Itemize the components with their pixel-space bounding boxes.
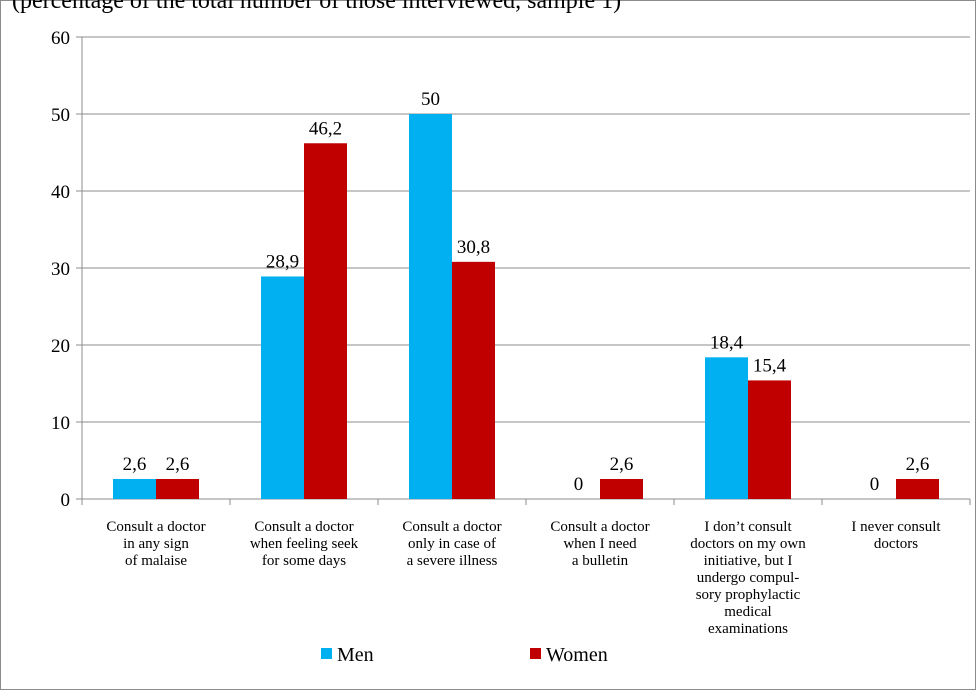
x-tick-label-line: undergo compul- bbox=[697, 570, 800, 586]
chart-title: (percentage of the total number of those… bbox=[12, 0, 622, 14]
x-tick-label: Consult a doctor when I need a bulletin bbox=[550, 519, 649, 569]
y-tick-label: 10 bbox=[51, 413, 70, 434]
y-tick-label: 0 bbox=[61, 490, 71, 511]
data-label: 30,8 bbox=[457, 237, 490, 258]
x-tick-label-line: in any sign bbox=[123, 536, 189, 552]
bar-women bbox=[748, 380, 791, 499]
data-label: 2,6 bbox=[123, 454, 147, 475]
x-tick-label-line: Consult a doctor bbox=[550, 519, 649, 535]
data-label: 2,6 bbox=[166, 454, 190, 475]
x-tick-label-line: Consult a doctor bbox=[402, 519, 501, 535]
x-tick-label: Consult a doctor in any sign of malaise bbox=[106, 519, 205, 569]
x-tick-label-line: a bulletin bbox=[572, 553, 629, 569]
x-tick-label-line: when feeling seek bbox=[250, 536, 359, 552]
x-tick-label-line: a severe illness bbox=[407, 553, 498, 569]
x-tick-label-line: I never consult bbox=[851, 519, 941, 535]
x-tick-label-line: doctors bbox=[874, 536, 918, 552]
data-label: 0 bbox=[870, 474, 880, 495]
data-label: 46,2 bbox=[309, 118, 342, 139]
data-label: 2,6 bbox=[610, 454, 634, 475]
legend-label-men: Men bbox=[337, 644, 374, 666]
x-tick-label-line: sory prophylactic bbox=[696, 587, 801, 603]
x-tick-label-line: I don’t consult bbox=[704, 519, 792, 535]
y-tick-label: 30 bbox=[51, 259, 70, 280]
bar-men bbox=[261, 276, 304, 499]
bar-women bbox=[304, 143, 347, 499]
data-label: 0 bbox=[574, 474, 584, 495]
legend-swatch-men bbox=[321, 648, 332, 659]
bar-men bbox=[409, 114, 452, 499]
x-tick-label-line: doctors on my own bbox=[690, 536, 806, 552]
y-tick-label: 60 bbox=[51, 28, 70, 49]
bar-men bbox=[705, 357, 748, 499]
bar-women bbox=[600, 478, 643, 499]
legend-swatch-women bbox=[530, 648, 541, 659]
bar-women bbox=[452, 261, 495, 499]
x-tick-label: Consult a doctor when feeling seek for som… bbox=[250, 519, 359, 569]
x-tick-label-line: examinations bbox=[708, 621, 788, 637]
data-label: 28,9 bbox=[266, 251, 299, 272]
bar-women bbox=[156, 478, 199, 499]
x-tick-label-line: when I need bbox=[563, 536, 637, 552]
x-tick-label-line: only in case of bbox=[408, 536, 496, 552]
x-tick-label-line: of malaise bbox=[125, 553, 187, 569]
x-tick-label: I never consult doctors bbox=[851, 519, 941, 552]
data-label: 2,6 bbox=[906, 454, 930, 475]
x-tick-label: I don’t consult doctors on my own initiati… bbox=[690, 519, 806, 637]
x-tick-label-line: for some days bbox=[262, 553, 346, 569]
x-tick-label: Consult a doctor only in case of a severe … bbox=[402, 519, 501, 569]
x-tick-label-line: medical bbox=[724, 604, 771, 620]
x-tick-label-line: Consult a doctor bbox=[106, 519, 205, 535]
x-tick-label-line: Consult a doctor bbox=[254, 519, 353, 535]
data-label: 15,4 bbox=[753, 355, 787, 376]
bar-women bbox=[896, 478, 939, 499]
y-tick-label: 40 bbox=[51, 182, 70, 203]
x-tick-label-line: initiative, but I bbox=[704, 553, 793, 569]
legend-label-women: Women bbox=[546, 644, 608, 666]
y-tick-label: 20 bbox=[51, 336, 70, 357]
bar-men bbox=[113, 478, 156, 499]
data-label: 50 bbox=[421, 89, 440, 110]
y-tick-label: 50 bbox=[51, 105, 70, 126]
data-label: 18,4 bbox=[710, 332, 744, 353]
